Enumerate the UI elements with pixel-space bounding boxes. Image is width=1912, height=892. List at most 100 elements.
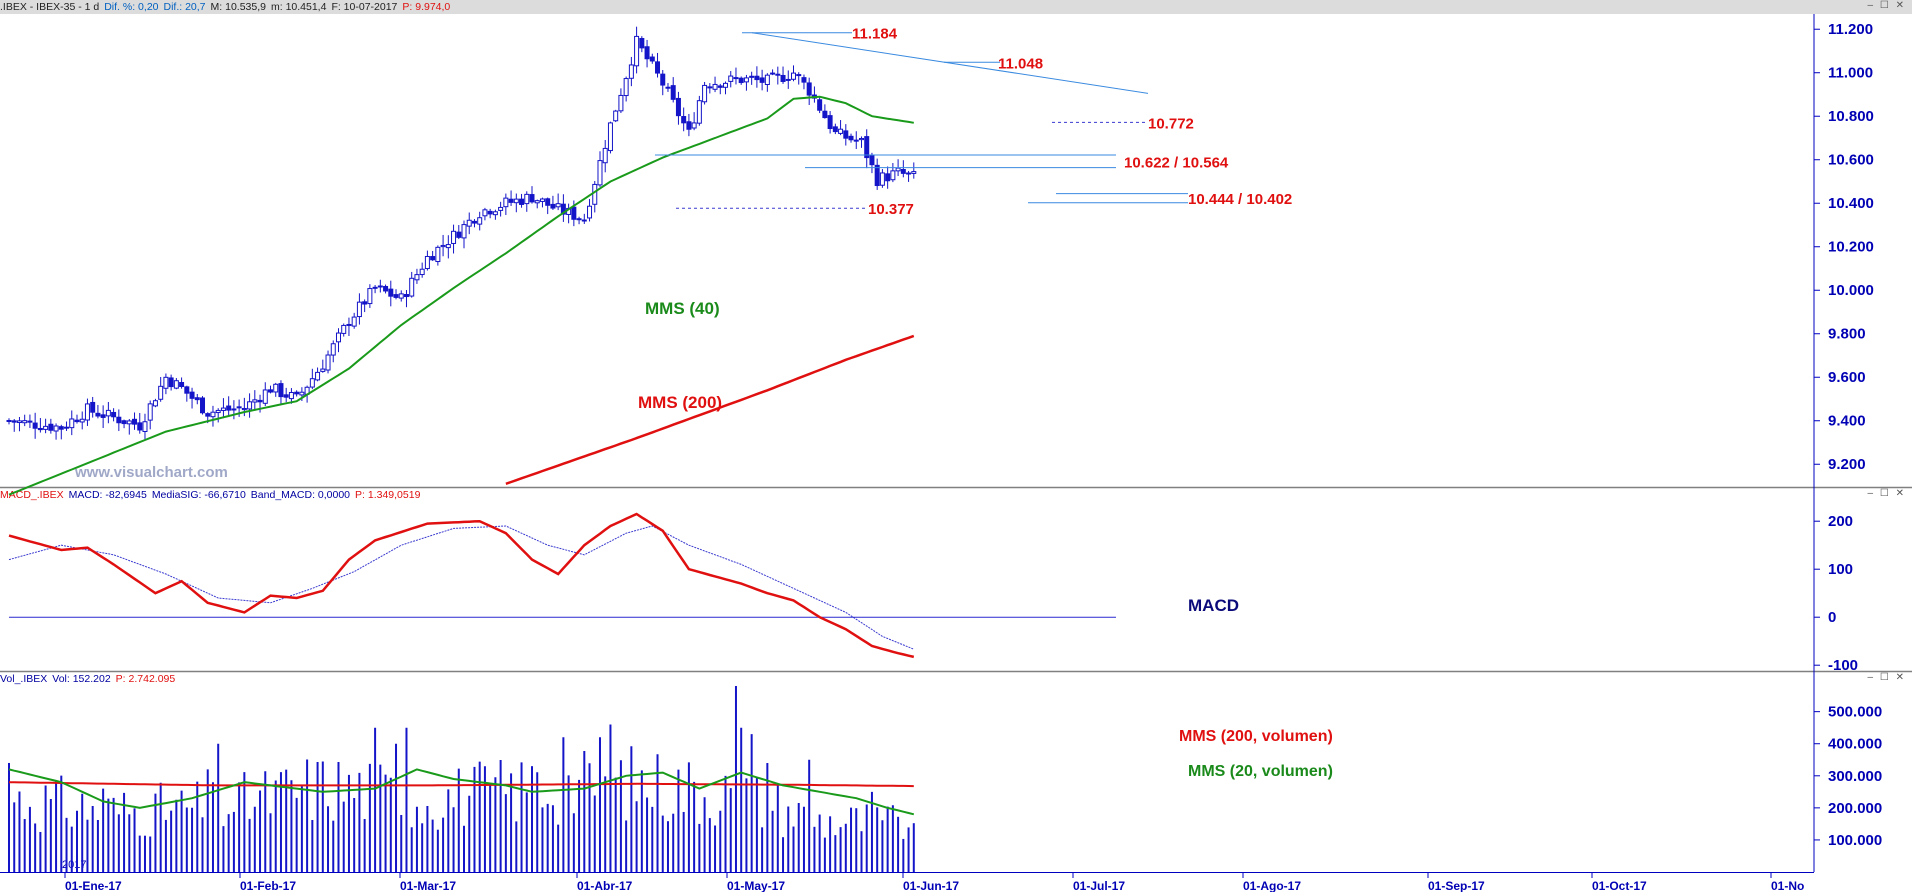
candle-body (655, 61, 661, 74)
candle-body (11, 420, 17, 423)
time-axis-label: 01-Feb-17 (240, 879, 296, 892)
candle-body (22, 420, 28, 424)
candle-body (74, 419, 80, 423)
time-axis-label: 01-Jun-17 (903, 879, 959, 892)
candle-body (560, 203, 566, 215)
level-label: 10.622 / 10.564 (1124, 154, 1229, 171)
candle-body (236, 406, 242, 409)
candle-body (874, 164, 880, 187)
header-field-4: P: 1.349,0519 (355, 489, 421, 501)
price-axis-tick-label: 10.800 (1828, 108, 1874, 125)
candle-body (602, 147, 608, 164)
candle-body (780, 74, 786, 82)
candle-body (273, 383, 279, 393)
candle-body (534, 200, 540, 204)
candle-body (268, 389, 273, 393)
candle-body (827, 115, 833, 129)
candle-body (644, 46, 650, 60)
level-label: 10.377 (868, 201, 914, 218)
candle-body (430, 256, 436, 261)
candle-body (848, 135, 854, 141)
mms40-line (8, 95, 914, 496)
candle-body (524, 193, 530, 205)
macd-window-controls[interactable]: – ☐ ✕ (1867, 488, 1906, 499)
candle-body (424, 255, 430, 270)
volume-axis-tick-label: 400.000 (1828, 736, 1882, 753)
candle-body (325, 354, 331, 371)
candle-body (84, 403, 90, 421)
candle-body (388, 288, 394, 297)
candle-body (607, 122, 613, 152)
candle-body (362, 301, 368, 305)
candle-body (796, 74, 802, 77)
candle-body (231, 408, 237, 411)
candle-body (900, 169, 906, 174)
candle-body (132, 418, 138, 425)
candle-body (435, 246, 441, 263)
candle-body (414, 274, 420, 281)
header-field-0: .IBEX - IBEX-35 - 1 d (0, 1, 100, 13)
main-window-controls[interactable]: – ☐ ✕ (1867, 0, 1906, 11)
candle-body (294, 391, 300, 395)
candle-body (288, 392, 294, 400)
candle-body (492, 211, 498, 216)
candle-body (838, 128, 844, 134)
time-axis-label: 01-Mar-17 (400, 879, 456, 892)
candle-body (330, 343, 336, 356)
candle-body (252, 399, 258, 403)
candle-body (764, 74, 770, 85)
candle-body (702, 84, 708, 103)
time-axis-label: 01-Ago-17 (1243, 879, 1301, 892)
candle-body (383, 285, 389, 292)
candle-body (372, 286, 378, 289)
header-field-3: Band_MACD: 0,0000 (250, 489, 351, 501)
price-axis-tick-label: 11.000 (1828, 65, 1873, 82)
macd-label: MACD (1188, 596, 1239, 615)
header-field-1: Vol: 152.202 (52, 673, 111, 685)
candle-body (864, 136, 870, 159)
header-field-4: m: 10.451,4 (270, 1, 327, 13)
candle-body (879, 172, 885, 186)
macd-axis-tick-label: 0 (1828, 609, 1836, 626)
candle-body (48, 423, 54, 431)
candle-body (200, 397, 206, 414)
candle-body (634, 35, 640, 67)
candle-body (116, 416, 122, 424)
price-axis-tick-label: 9.800 (1828, 326, 1866, 343)
candle-body (79, 418, 85, 423)
candle-body (858, 137, 864, 141)
candle-body (262, 389, 268, 404)
candle-body (247, 401, 253, 410)
candle-body (241, 407, 247, 411)
candle-body (335, 332, 341, 343)
candle-body (519, 198, 525, 205)
candle-body (477, 217, 483, 225)
volume-axis-tick-label: 300.000 (1828, 768, 1882, 785)
candle-body (498, 206, 504, 211)
candle-body (581, 219, 587, 222)
volume-window-controls[interactable]: – ☐ ✕ (1867, 672, 1906, 683)
candle-body (6, 419, 12, 422)
candle-body (587, 205, 593, 219)
candle-body (105, 409, 111, 417)
candle-body (911, 171, 917, 174)
candle-body (597, 160, 603, 186)
level-label: 10.444 / 10.402 (1188, 191, 1292, 208)
candle-body (853, 139, 859, 142)
volume-axis-tick-label: 500.000 (1828, 704, 1882, 721)
header-field-1: MACD: -82,6945 (68, 489, 147, 501)
candle-body (100, 414, 106, 418)
candle-body (550, 203, 556, 209)
macd-axis-tick-label: -100 (1828, 657, 1858, 674)
candle-body (299, 391, 305, 396)
time-axis-label: 01-No (1771, 879, 1804, 892)
candle-body (111, 411, 117, 418)
candle-body (95, 412, 101, 417)
candle-body (817, 99, 823, 111)
candle-body (675, 97, 681, 117)
header-field-2: P: 2.742.095 (115, 673, 176, 685)
macd-axis-tick-label: 200 (1828, 513, 1853, 530)
candle-body (649, 56, 655, 62)
candle-body (173, 380, 179, 389)
candle-body (806, 82, 812, 96)
